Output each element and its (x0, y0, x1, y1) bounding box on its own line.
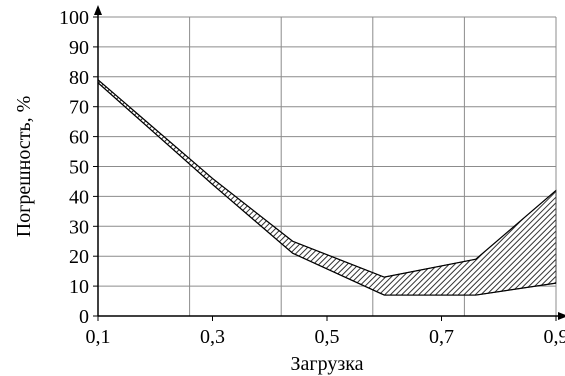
x-tick-label: 0,7 (429, 326, 454, 348)
y-tick-label: 0 (79, 306, 89, 328)
y-tick-label: 50 (69, 157, 89, 179)
y-tick-label: 100 (59, 7, 89, 29)
y-tick-label: 30 (69, 216, 89, 238)
x-tick-label: 0,1 (86, 326, 111, 348)
y-tick-label: 90 (69, 37, 89, 59)
y-tick-label: 40 (69, 186, 89, 208)
x-tick-label: 0,5 (315, 326, 340, 348)
x-tick-label: 0,3 (200, 326, 225, 348)
y-tick-labels: 0 10 20 30 40 50 60 70 80 90 100 (59, 7, 89, 328)
y-axis-title: Погрешность, % (13, 96, 35, 238)
error-band-layer (97, 78, 557, 296)
axes (93, 5, 565, 321)
lower-bound-line (97, 82, 557, 296)
y-tick-label: 20 (69, 246, 89, 268)
y-tick-label: 60 (69, 127, 89, 149)
y-tick-label: 70 (69, 97, 89, 119)
y-tick-label: 80 (69, 67, 89, 89)
x-axis-title: Загрузка (290, 353, 363, 375)
x-axis-arrow (558, 312, 565, 320)
y-axis-arrow (94, 5, 102, 15)
x-tick-label: 0,9 (544, 326, 565, 348)
x-tick-labels: 0,1 0,3 0,5 0,7 0,9 (86, 326, 565, 348)
y-tick-label: 10 (69, 276, 89, 298)
upper-bound-line (97, 79, 557, 278)
error-band-area (97, 78, 557, 296)
